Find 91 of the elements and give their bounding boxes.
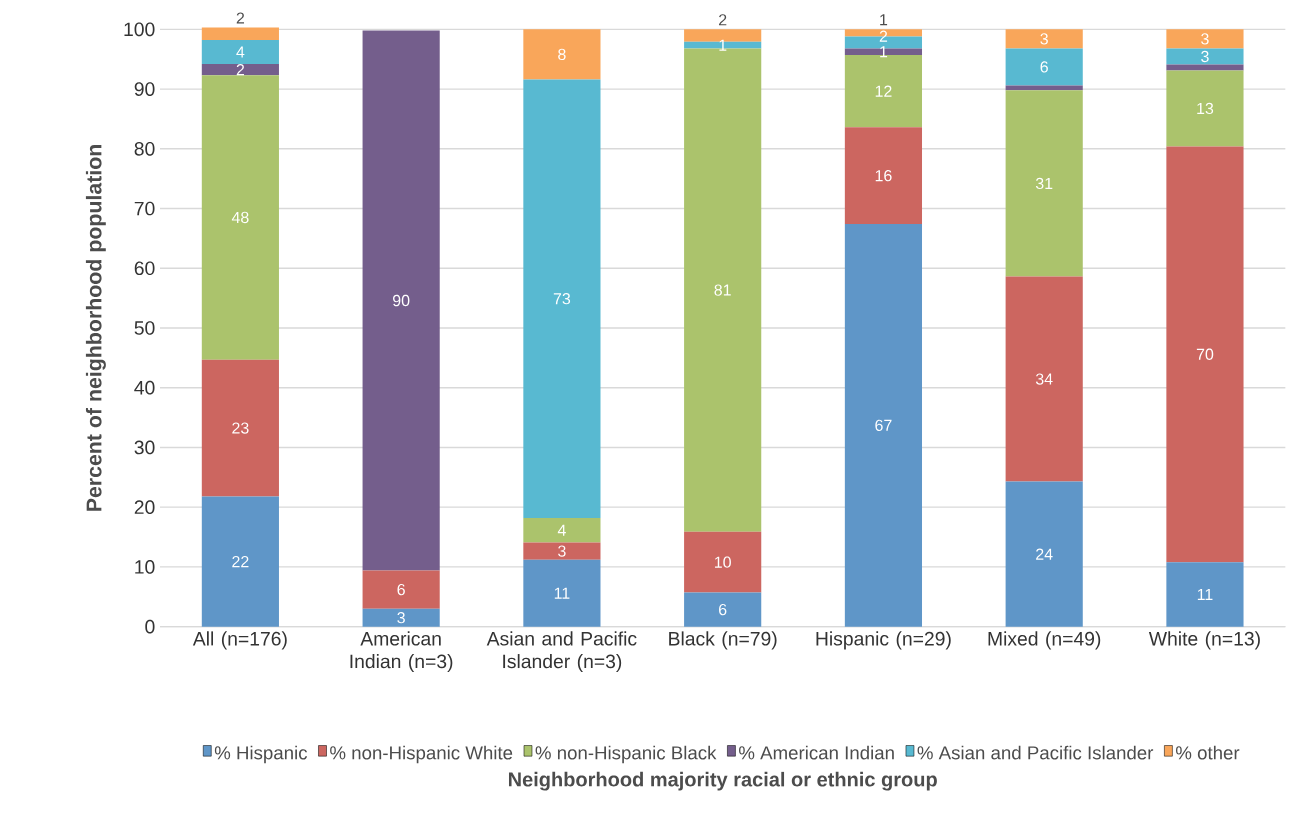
- x-tick-label: Asian and Pacific Islander (n=3): [486, 631, 637, 673]
- bar: [844, 224, 923, 627]
- data-label: 34: [1035, 373, 1053, 385]
- data-label: 10: [714, 556, 731, 568]
- data-label: 11: [1197, 589, 1213, 601]
- bar: [1005, 29, 1083, 49]
- bar: [1166, 29, 1244, 49]
- bar: [1166, 146, 1244, 563]
- legend-label: % other: [1176, 745, 1240, 760]
- data-label: 12: [875, 85, 892, 97]
- data-label: 3: [1040, 33, 1048, 45]
- bar: [201, 359, 279, 497]
- bar: [523, 79, 601, 519]
- data-label: 67: [875, 419, 892, 432]
- legend-label: % Hispanic: [214, 745, 308, 764]
- data-label: 70: [1196, 348, 1214, 361]
- bar: [684, 592, 762, 627]
- bar: [362, 30, 440, 571]
- bar: [362, 608, 440, 627]
- bar: [844, 48, 923, 56]
- data-label: 73: [553, 293, 571, 305]
- y-tick-label: 0: [145, 619, 155, 634]
- bar: [1166, 48, 1244, 65]
- bar: [201, 75, 279, 360]
- bar: [201, 496, 279, 627]
- data-label: 6: [719, 604, 727, 616]
- bar: [1005, 481, 1083, 627]
- x-tick-label: American Indian (n=3): [350, 631, 453, 673]
- bar: [1166, 64, 1244, 71]
- data-label: 11: [554, 587, 570, 599]
- y-tick-label: 70: [134, 201, 155, 216]
- legend-label: % Asian and Pacific Islander: [917, 745, 1154, 760]
- bar: [1005, 90, 1083, 277]
- data-label: 3: [1201, 51, 1209, 63]
- data-label: 2: [236, 12, 245, 24]
- data-label: 3: [1201, 33, 1209, 45]
- bar: [684, 531, 762, 593]
- data-label: 1: [719, 39, 727, 51]
- data-label: 1: [880, 46, 888, 58]
- y-tick-label: 20: [134, 500, 155, 515]
- data-label: 6: [397, 584, 405, 596]
- data-label: 3: [558, 545, 566, 557]
- data-label: 4: [557, 524, 566, 536]
- bar: [201, 40, 279, 65]
- data-label: 1: [880, 14, 888, 26]
- data-label: 16: [875, 170, 892, 182]
- data-label: 13: [1197, 102, 1214, 115]
- x-tick-label: White (n=13): [1148, 631, 1260, 650]
- data-label: 6: [1040, 61, 1048, 73]
- bar: [1005, 276, 1083, 482]
- bar: [844, 127, 923, 225]
- y-tick-label: 10: [135, 560, 155, 574]
- data-label: 4: [236, 46, 245, 58]
- y-tick-label: 40: [134, 381, 155, 395]
- bar: [1166, 562, 1244, 627]
- data-label: 2: [236, 64, 245, 76]
- y-tick-label: 100: [124, 22, 155, 37]
- bar: [523, 559, 601, 627]
- legend-label: % non-Hispanic Black: [535, 745, 717, 764]
- y-tick-label: 80: [134, 142, 155, 156]
- bar: [201, 27, 279, 41]
- bar: [362, 570, 440, 609]
- data-label: 8: [558, 48, 566, 61]
- legend-label: % American Indian: [739, 745, 894, 760]
- y-tick-label: 90: [134, 82, 155, 97]
- x-tick-label: All (n=176): [192, 631, 287, 650]
- bar: [523, 29, 601, 80]
- data-label: 22: [232, 556, 249, 568]
- data-label: 23: [232, 422, 249, 434]
- data-label: 31: [1035, 177, 1053, 190]
- x-tick-label: Black (n=79): [669, 631, 777, 650]
- bar: [1005, 48, 1083, 86]
- y-tick-label: 50: [134, 321, 155, 336]
- data-label: 3: [397, 612, 405, 624]
- x-axis-title: Neighborhood majority racial or ethnic group: [508, 772, 937, 791]
- data-label: 48: [231, 211, 249, 224]
- x-tick-label: Mixed (n=49): [988, 631, 1101, 650]
- data-label: 24: [1036, 548, 1053, 560]
- bar: [523, 542, 601, 560]
- bar: [1166, 70, 1244, 147]
- x-tick-label: Hispanic (n=29): [816, 631, 951, 650]
- bar: [1005, 85, 1083, 91]
- data-label: 81: [714, 284, 731, 296]
- y-axis-title: Percent of neighborhood population: [85, 145, 106, 512]
- y-tick-label: 60: [134, 261, 155, 276]
- y-tick-label: 30: [134, 440, 155, 455]
- legend-label: % non-Hispanic White: [330, 745, 513, 764]
- data-label: 90: [393, 295, 410, 307]
- data-label: 2: [719, 14, 727, 26]
- bar: [201, 64, 279, 76]
- bar: [523, 518, 601, 543]
